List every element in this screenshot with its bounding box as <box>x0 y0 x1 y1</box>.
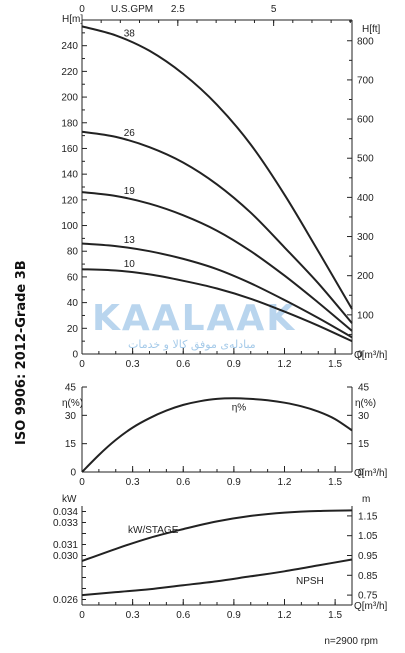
eff-y-right-tick-label: 45 <box>358 383 370 394</box>
head-curve-13 <box>81 242 353 339</box>
head-y-right-tick-label: 300 <box>357 232 374 243</box>
head-y-right-tick-label: 800 <box>357 36 374 47</box>
head-x-tick-label: 0.3 <box>126 359 140 370</box>
head-curve-label-13: 13 <box>124 235 136 246</box>
charts-group: 0 0.3 0.6 0.9 1.2 1.5Q[m³/h]02040608010012014… <box>53 4 388 621</box>
pw-kw-curve <box>81 509 353 562</box>
head-curve-label-38: 38 <box>124 29 136 40</box>
eff-y-right-tick-label: 0 <box>358 468 364 479</box>
head-curve-label-10: 10 <box>124 259 136 270</box>
pw-y-right-tick-label: 0.75 <box>358 591 378 602</box>
head-y-tick-label: 180 <box>61 118 78 129</box>
head-y-tick-label: 80 <box>67 247 79 258</box>
pw-x-tick-label: 0.3 <box>126 610 140 621</box>
head-x-tick-label: 1.5 <box>328 359 342 370</box>
head-y-tick-label: 20 <box>67 324 79 335</box>
head-y-right-tick-label: 400 <box>357 193 374 204</box>
pw-y-right-tick-label: 1.15 <box>358 511 378 522</box>
head-y-right-tick-label: 500 <box>357 154 374 165</box>
head-y-label: H[m] <box>62 14 83 25</box>
head-y-right-tick-label: 600 <box>357 115 374 126</box>
head-x-tick-label: 0 <box>79 359 85 370</box>
eff-x-tick-label: 1.2 <box>278 477 292 488</box>
watermark: KAALAAK مبادله‌ی موفق کالا و خدمات <box>92 298 296 352</box>
pw-x-tick-label: 0.9 <box>227 610 241 621</box>
footer-rpm: n=2900 rpm <box>324 636 378 647</box>
eff-y-right-tick-label: 15 <box>358 439 370 450</box>
pw-y-right-tick-label: 0.95 <box>358 551 378 562</box>
head-top-tick-label: 0 <box>79 4 85 15</box>
pw-y-right-label: m <box>362 494 370 505</box>
watermark-brand: KAALAAK <box>92 298 296 339</box>
pw-x-tick-label: 1.2 <box>278 610 292 621</box>
head-curve-26 <box>81 130 353 324</box>
eff-y-tick-label: 45 <box>65 383 77 394</box>
pw-y-tick-label: 0.030 <box>53 551 78 562</box>
head-y-right-tick-label: 700 <box>357 75 374 86</box>
head-curve-10 <box>81 268 353 343</box>
head-y-tick-label: 140 <box>61 170 78 181</box>
head-curve-38 <box>81 25 353 310</box>
head-x-tick-label: 1.2 <box>278 359 292 370</box>
head-y-tick-label: 240 <box>61 41 78 52</box>
eff-y-tick-label: 30 <box>65 411 77 422</box>
pw-x-tick-label: 1.5 <box>328 610 342 621</box>
head-y-tick-label: 60 <box>67 272 79 283</box>
pw-y-tick-label: 0.034 <box>53 507 78 518</box>
head-y-right-tick-label: 200 <box>357 271 374 282</box>
eff-x-tick-label: 1.5 <box>328 477 342 488</box>
eff-y-tick-label: 0 <box>70 468 76 479</box>
eff-x-tick-label: 0.3 <box>126 477 140 488</box>
eff-curve <box>81 397 353 473</box>
head-x-label: Q[m³/h] <box>354 350 388 361</box>
pw-npsh-label: NPSH <box>296 576 324 587</box>
pw-y-tick-label: 0.026 <box>53 595 78 606</box>
head-y-right-tick-label: 0 <box>357 350 363 361</box>
eff-y-tick-label: 15 <box>65 439 77 450</box>
head-y-tick-label: 100 <box>61 221 78 232</box>
head-curve-19 <box>81 191 353 332</box>
head-y-tick-label: 40 <box>67 298 79 309</box>
head-y-tick-label: 160 <box>61 144 78 155</box>
eff-x-tick-label: 0.6 <box>176 477 190 488</box>
head-y-right-label: H[ft] <box>362 24 381 35</box>
head-x-tick-label: 0.9 <box>227 359 241 370</box>
pw-y-right-tick-label: 1.05 <box>358 531 378 542</box>
pw-x-tick-label: 0.6 <box>176 610 190 621</box>
head-y-tick-label: 200 <box>61 93 78 104</box>
pw-npsh-curve <box>81 558 353 597</box>
watermark-subtitle: مبادله‌ی موفق کالا و خدمات <box>128 338 256 352</box>
pw-x-tick-label: 0 <box>79 610 85 621</box>
pw-y-right-tick-label: 0.85 <box>358 571 378 582</box>
head-top-label: U.S.GPM <box>111 4 153 15</box>
eff-x-label: Q[m³/h] <box>354 468 388 479</box>
head-curve-label-19: 19 <box>124 186 136 197</box>
pw-y-label: kW <box>62 494 77 505</box>
side-title: ISO 9906: 2012-Grade 3B <box>14 260 29 445</box>
pw-y-tick-label: 0.033 <box>53 518 78 529</box>
head-x-tick-label: 0.6 <box>176 359 190 370</box>
pw-x-label: Q[m³/h] <box>354 601 388 612</box>
eff-x-tick-label: 0 <box>79 477 85 488</box>
head-curve-label-26: 26 <box>124 128 136 139</box>
head-y-tick-label: 0 <box>72 350 78 361</box>
eff-x-tick-label: 0.9 <box>227 477 241 488</box>
head-y-tick-label: 220 <box>61 67 78 78</box>
pw-kw-label: kW/STAGE <box>128 525 179 536</box>
pw-y-tick-label: 0.031 <box>53 540 78 551</box>
head-top-tick-label: 2.5 <box>171 4 185 15</box>
eff-y-label: η(%) <box>62 398 83 409</box>
head-y-tick-label: 120 <box>61 195 78 206</box>
eff-y-right-label: η(%) <box>355 398 376 409</box>
head-top-tick-label: 5 <box>271 4 277 15</box>
eff-curve-label: η% <box>232 402 247 413</box>
head-y-right-tick-label: 100 <box>357 310 374 321</box>
eff-y-right-tick-label: 30 <box>358 411 370 422</box>
